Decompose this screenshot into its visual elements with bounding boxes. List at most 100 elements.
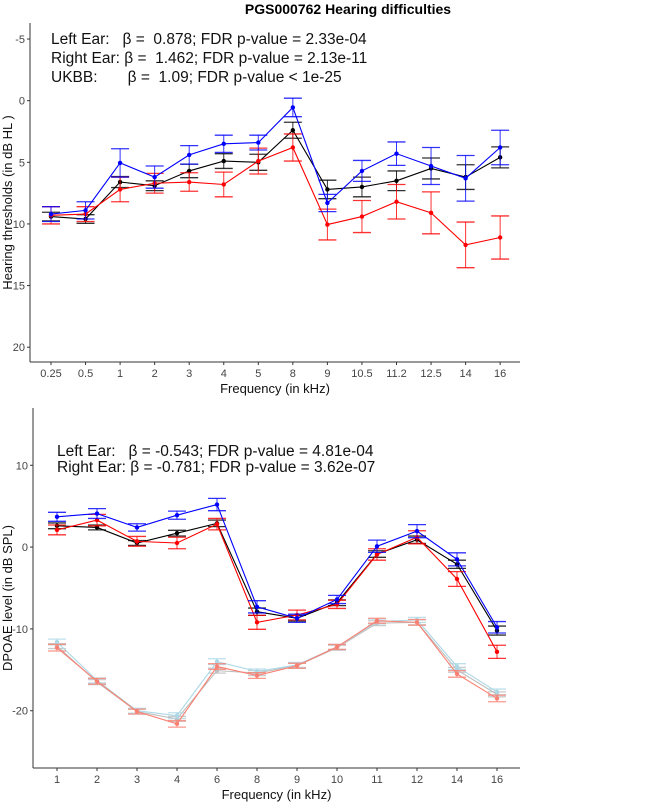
x-tick-label: 14 [451, 774, 463, 786]
data-point [454, 671, 460, 677]
x-tick-label: 11 [371, 774, 382, 786]
x-tick-label: 14 [459, 368, 471, 380]
x-tick-label: 3 [134, 774, 140, 786]
stats-annotation: Right Ear: β = -0.781; FDR p-value = 3.6… [57, 459, 375, 476]
x-tick-label: 16 [494, 368, 506, 380]
x-tick-label: 4 [221, 368, 227, 380]
y-tick-label: 10 [16, 460, 28, 472]
data-point [187, 152, 192, 158]
series-line [56, 503, 498, 628]
y-tick-label: 0 [22, 542, 28, 554]
series-line [56, 519, 498, 653]
stats-annotation: UKBB: β = 1.09; FDR p-value < 1e-25 [51, 69, 342, 86]
data-point [174, 721, 180, 727]
data-point [94, 679, 100, 684]
series-line [56, 619, 498, 717]
x-axis-label: Frequency (in kHz) [222, 787, 332, 802]
data-point [359, 184, 365, 190]
x-tick-label: 1 [54, 774, 60, 786]
data-point [134, 525, 140, 530]
data-point [48, 211, 54, 217]
data-point [134, 709, 140, 714]
data-point [359, 168, 365, 174]
x-tick-label: 11.2 [386, 368, 407, 380]
data-point [117, 160, 123, 166]
data-point [256, 140, 261, 145]
data-point [374, 618, 380, 623]
data-point [325, 187, 330, 192]
x-tick-label: 16 [491, 774, 503, 786]
y-tick-label: 15 [13, 281, 25, 293]
data-point [214, 521, 220, 527]
x-tick-label: 4 [174, 774, 180, 786]
data-point [254, 604, 260, 610]
stats-annotation: Left Ear: β = 0.878; FDR p-value = 2.33e… [51, 31, 367, 48]
x-tick-label: 8 [254, 774, 260, 786]
data-point [334, 597, 340, 602]
stats-annotation: Left Ear: β = -0.543; FDR p-value = 4.81… [57, 443, 374, 460]
x-tick-label: 3 [186, 368, 192, 380]
data-point [214, 502, 220, 507]
hearing-threshold-panel: -5 0 5 10 15 20 0.25 0.5 1 2 3 4 5 8 9 10.5 11.2 12.5 14 16… [0, 23, 520, 396]
x-tick-label: 9 [294, 774, 300, 786]
y-tick-label: -10 [12, 624, 28, 636]
data-point [214, 664, 220, 669]
series-line [50, 106, 501, 215]
data-point [290, 105, 296, 110]
series-left-ear [48, 497, 506, 634]
data-point [494, 649, 500, 655]
x-tick-label: 0.25 [40, 368, 61, 380]
data-point [463, 242, 468, 248]
data-point [174, 713, 180, 718]
data-point [174, 540, 180, 546]
data-point [497, 235, 503, 240]
data-point [187, 179, 192, 185]
data-point [428, 163, 434, 169]
x-tick-label: 0.5 [78, 368, 93, 380]
data-point [374, 552, 380, 557]
y-tick-label: 5 [19, 157, 25, 169]
x-tick-label: 2 [94, 774, 100, 786]
y-tick-label: 10 [13, 219, 25, 231]
data-point [428, 210, 434, 216]
data-point [117, 187, 123, 192]
data-point [221, 141, 226, 147]
data-point [254, 673, 260, 678]
data-point [152, 174, 157, 180]
x-tick-label: 1 [117, 368, 123, 380]
data-point [54, 645, 60, 650]
series-line [56, 522, 498, 631]
x-tick-label: 12.5 [420, 368, 441, 380]
data-point [494, 689, 500, 695]
data-point [294, 616, 300, 621]
data-point [214, 659, 220, 664]
x-tick-label: 10 [331, 774, 343, 786]
x-tick-label: 12 [411, 774, 423, 786]
data-point [454, 557, 460, 562]
data-point [454, 576, 460, 582]
data-point [394, 199, 399, 204]
data-point [83, 208, 88, 213]
x-tick-label: 5 [255, 368, 261, 380]
series-line [50, 146, 501, 246]
chart-title: PGS000762 Hearing difficulties [245, 1, 451, 17]
data-point [54, 639, 60, 645]
data-point [290, 145, 296, 150]
data-point [497, 145, 503, 150]
series-ukbb [42, 121, 510, 224]
data-point [294, 663, 300, 668]
x-tick-label: 10.5 [351, 368, 372, 380]
series-noise-left-ear- [48, 616, 506, 720]
data-point [134, 539, 140, 544]
y-tick-label: 0 [19, 96, 25, 108]
series-left-ear [42, 97, 510, 223]
y-axis-label: DPOAE level (in dB SPL) [0, 525, 15, 671]
data-point [359, 214, 365, 219]
x-axis-label: Frequency (in kHz) [220, 381, 330, 396]
data-point [94, 511, 100, 516]
data-point [254, 620, 260, 625]
y-axis-label: Hearing thresholds (in dB HL ) [0, 115, 15, 289]
stats-annotation: Right Ear: β = 1.462; FDR p-value = 2.13… [51, 50, 367, 67]
y-tick-label: -5 [15, 34, 25, 46]
